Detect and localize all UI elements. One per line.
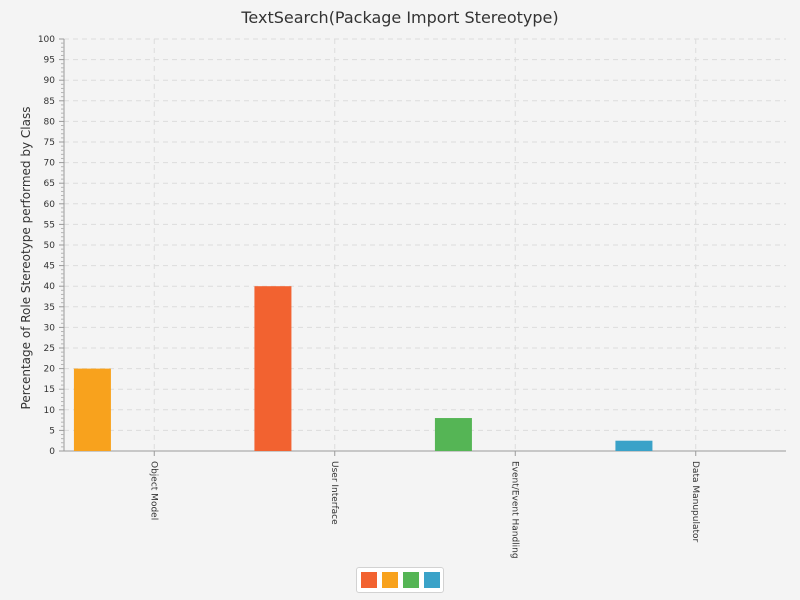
- y-tick-label: 50: [44, 241, 56, 251]
- legend-swatch: [360, 572, 377, 588]
- y-axis-label: Percentage of Role Stereotype performed …: [19, 107, 33, 410]
- bar: [615, 440, 653, 451]
- bar: [254, 286, 292, 451]
- y-axis-ticks: 0 5 10 15 20 25 30 35 40 45 50 55 60 65 70 75 80 85 90 95 10…: [38, 35, 64, 457]
- bar: [73, 368, 111, 451]
- category-label: Data Manupulator: [690, 461, 700, 543]
- bars: [73, 286, 653, 451]
- y-tick-label: 75: [44, 138, 55, 148]
- y-tick-label: 25: [44, 344, 55, 354]
- y-tick-label: 0: [49, 447, 55, 457]
- y-tick-label: 15: [44, 385, 55, 395]
- chart-title: TextSearch(Package Import Stereotype): [240, 8, 558, 27]
- y-tick-label: 10: [44, 406, 56, 416]
- y-tick-label: 60: [44, 200, 56, 210]
- y-tick-label: 35: [44, 303, 55, 313]
- category-label: Object Model: [148, 461, 158, 520]
- category-label: User Interface: [329, 461, 339, 525]
- category-label: Event/Event Handling: [509, 461, 519, 559]
- y-tick-label: 45: [44, 262, 55, 272]
- legend: [356, 567, 444, 593]
- y-tick-label: 80: [44, 117, 56, 127]
- y-tick-label: 85: [44, 97, 55, 107]
- y-tick-label: 70: [44, 159, 56, 169]
- y-tick-label: 40: [44, 282, 56, 292]
- y-tick-label: 90: [44, 76, 56, 86]
- y-tick-label: 100: [38, 35, 55, 45]
- bar: [434, 418, 472, 451]
- legend-swatch: [423, 572, 440, 588]
- grid-lines: [64, 38, 786, 451]
- y-tick-label: 5: [49, 426, 55, 436]
- y-tick-label: 30: [44, 323, 56, 333]
- y-tick-label: 55: [44, 220, 55, 230]
- legend-swatch: [381, 572, 398, 588]
- y-tick-label: 65: [44, 179, 55, 189]
- y-tick-label: 20: [44, 365, 56, 375]
- y-tick-label: 95: [44, 56, 55, 66]
- legend-swatch: [402, 572, 419, 588]
- x-axis-categories: Object Model User Interface Event/Event Ha…: [148, 451, 700, 559]
